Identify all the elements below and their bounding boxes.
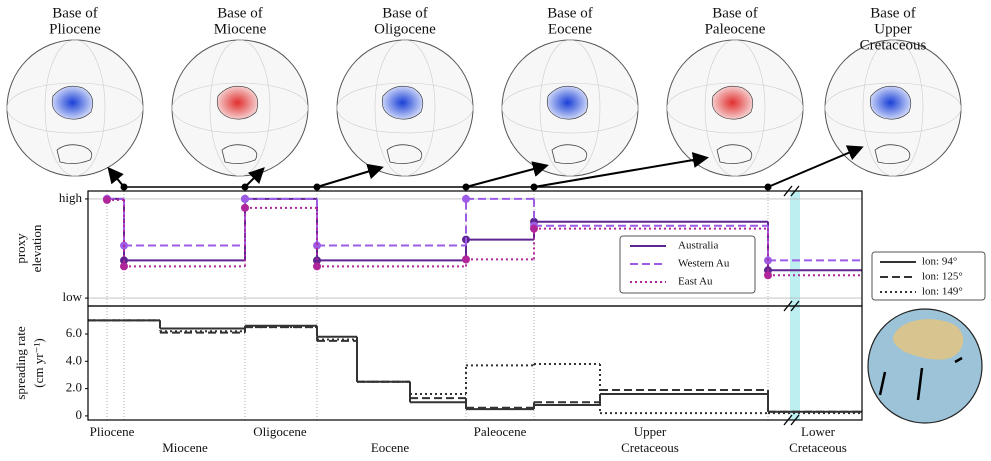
australia-blob [217,86,258,119]
y-tick-label: 2.0 [66,380,82,395]
epoch-label: Pliocene [90,424,135,439]
step-marker [462,195,470,203]
legend-label: lon: 94° [922,256,957,268]
step-marker [120,262,128,270]
legend-label: lon: 149° [922,286,963,298]
y-axis-label: (cm yr⁻¹) [31,338,46,387]
globe-title: Upper [874,21,912,37]
inset-map [868,309,982,423]
globe-title: Base of [52,5,97,21]
step-marker [241,204,249,212]
globe-title: Base of [217,5,262,21]
step-marker [103,196,111,204]
australia-blob [382,86,423,119]
legend-label: Australia [678,240,718,252]
globe-title: Base of [547,5,592,21]
legend-label: Western Au [678,258,730,270]
globe-title: Eocene [548,21,592,37]
step-marker [530,225,538,233]
epoch-label: Cretaceous [789,440,847,455]
y-axis-label: spreading rate [13,326,28,400]
y-tick-label: 4.0 [66,352,82,367]
australia-blob [52,86,93,119]
y-tick-label: low [63,289,83,304]
y-axis-label: elevation [29,224,44,272]
epoch-label: Upper [634,424,667,439]
figure: Base ofPlioceneBase ofMioceneBase ofOlig… [0,0,991,461]
globe-title: Miocene [214,21,267,37]
globe-title: Base of [712,5,757,21]
australia-blob [870,86,911,119]
globe-title: Pliocene [49,21,101,37]
spreading-frame [88,306,862,420]
globe-title: Paleocene [705,21,766,37]
y-tick-label: 6.0 [66,325,82,340]
australia-blob [547,86,588,119]
epoch-label: Miocene [162,440,208,455]
y-tick-label: 0 [76,407,83,422]
step-marker [313,262,321,270]
legend-label: East Au [678,276,713,288]
australia-blob [712,86,753,119]
epoch-label: Cretaceous [621,440,679,455]
epoch-label: Lower [801,424,836,439]
y-axis-label: proxy [13,233,28,264]
globe-title: Cretaceous [860,37,927,53]
y-tick-label: high [59,190,83,205]
epoch-label: Paleocene [474,424,527,439]
epoch-label: Oligocene [253,424,307,439]
globe-title: Base of [382,5,427,21]
step-marker [241,195,249,203]
epoch-label: Eocene [371,440,409,455]
step-marker [764,271,772,279]
step-marker [462,255,470,263]
globe-title: Base of [870,5,915,21]
legend-label: lon: 125° [922,271,963,283]
globe-title: Oligocene [374,21,436,37]
